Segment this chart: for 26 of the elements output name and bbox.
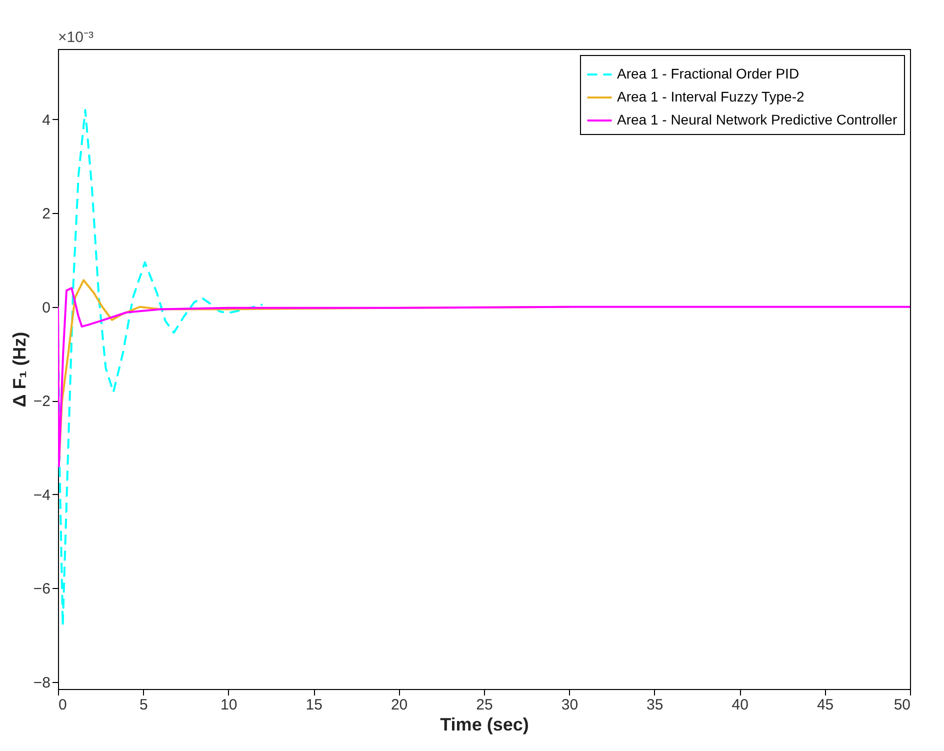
y-tick-label: −6 (33, 580, 50, 598)
x-tick-label: 50 (894, 696, 910, 714)
x-axis-title: Time (sec) (440, 714, 529, 734)
y-tick-label: −2 (33, 393, 50, 410)
line-series (58, 108, 264, 627)
text: ×10⁻³ (58, 29, 94, 46)
x-tick-label: 5 (140, 696, 148, 714)
x-tick-label: 45 (816, 696, 834, 714)
x-tick-label: 20 (390, 696, 408, 714)
y-tick-label: −8 (33, 674, 50, 692)
line-series (58, 287, 910, 468)
x-tick-label: 15 (306, 696, 322, 714)
x-tick-label: 30 (561, 696, 578, 714)
y-tick-label: 0 (42, 299, 50, 316)
x-tick-label: 10 (220, 696, 238, 714)
y-tick-label: 2 (42, 206, 50, 223)
legend-label: Area 1 - Neural Network Predictive Controller (617, 112, 898, 128)
y-tick-label: 4 (42, 112, 50, 129)
x-tick-label: 25 (476, 696, 493, 714)
x-tick-label: 35 (646, 696, 664, 714)
x-tick-label: 0 (58, 696, 67, 714)
x-tick-label: 40 (732, 696, 748, 714)
legend-label: Area 1 - Fractional Order PID (617, 66, 800, 82)
y-tick-label: −4 (33, 486, 50, 504)
legend-label: Area 1 - Interval Fuzzy Type-2 (617, 88, 804, 104)
y-axis-title: Δ F₁ (Hz) (9, 332, 30, 408)
